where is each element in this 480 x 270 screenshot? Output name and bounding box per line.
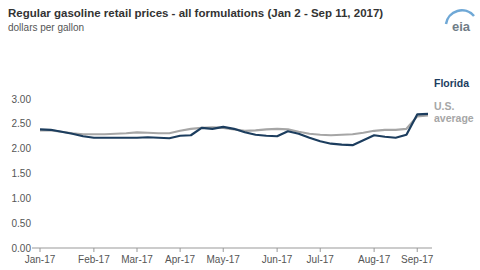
series-line [40,114,428,145]
title: Regular gasoline retail prices - all for… [8,7,383,19]
y-tick-label: 1.00 [12,193,32,204]
x-tick-label: Mar-17 [121,254,153,265]
subtitle: dollars per gallon [8,22,84,33]
y-tick-label: 2.00 [12,143,32,154]
chart: Regular gasoline retail prices - all for… [0,0,480,270]
logo: eia [446,10,474,34]
x-tick [93,248,94,252]
x-tick-label: Sep-17 [401,254,434,265]
y-tick [36,99,39,100]
plot-area [40,114,428,145]
x-tick-label: Aug-17 [358,254,391,265]
x-tick-label: Jul-17 [307,254,335,265]
y-tick [36,148,39,149]
y-tick-label: 1.50 [12,168,32,179]
x-tick-label: Jun-17 [262,254,293,265]
y-tick [36,223,39,224]
x-tick [320,248,321,252]
x-tick [40,248,41,252]
x-tick-label: May-17 [207,254,241,265]
y-tick-label: 2.50 [12,118,32,129]
y-tick-label: 0.00 [12,243,32,254]
x-tick [180,248,181,252]
logo-text: eia [452,19,471,34]
y-tick-label: 3.00 [12,94,32,105]
x-tick-label: Jan-17 [25,254,56,265]
x-tick-label: Apr-17 [165,254,195,265]
y-tick [36,198,39,199]
legend-label: Florida [434,77,469,89]
x-tick-label: Feb-17 [78,254,110,265]
y-tick [36,123,39,124]
legend-label: U.S. average [434,100,474,124]
x-tick [374,248,375,252]
x-tick [417,248,418,252]
y-tick [36,173,39,174]
x-tick [277,248,278,252]
x-axis [32,248,432,249]
x-tick [223,248,224,252]
x-tick [137,248,138,252]
series-line [40,115,428,135]
y-tick-label: 0.50 [12,218,32,229]
